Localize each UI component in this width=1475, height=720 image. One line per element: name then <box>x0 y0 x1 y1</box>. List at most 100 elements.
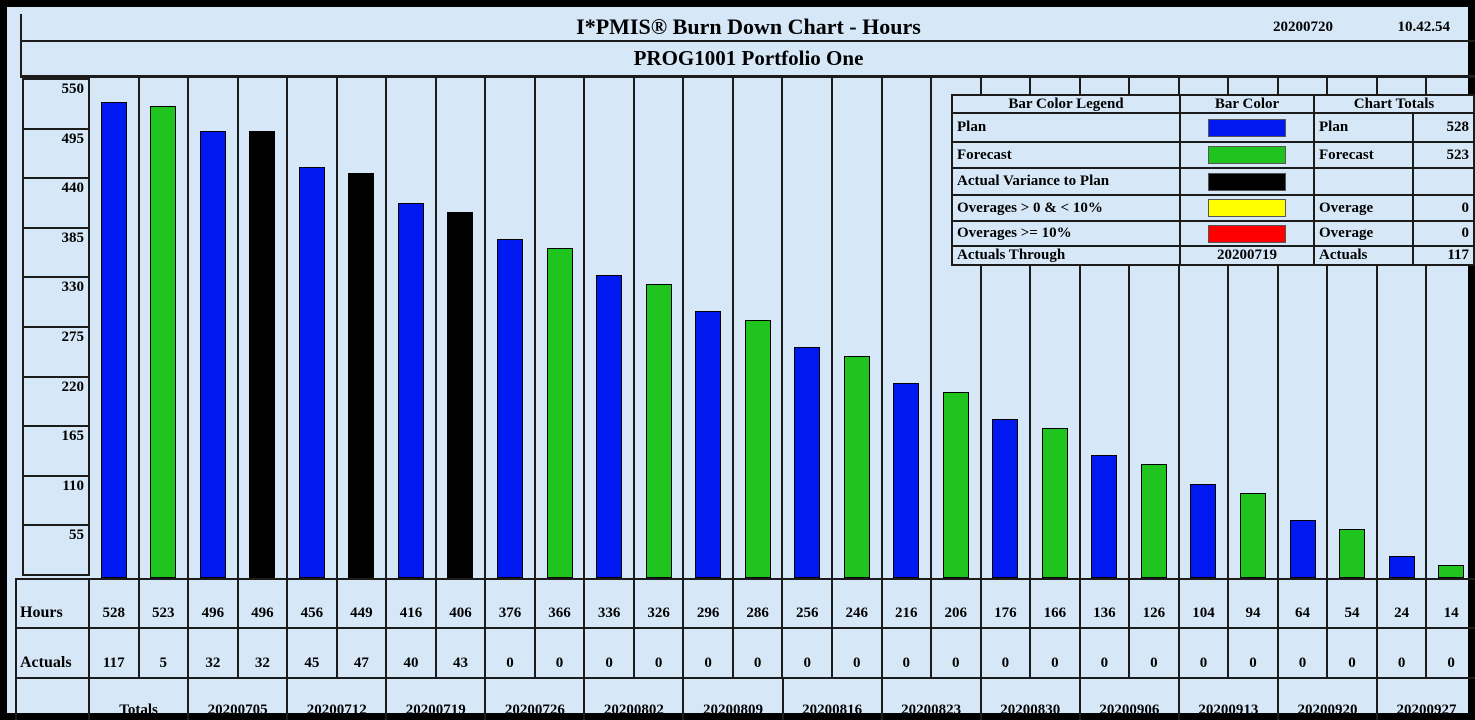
title-bar: I*PMIS® Burn Down Chart - Hours 20200720… <box>20 14 1475 42</box>
legend-label-cell: Actuals Through <box>953 247 1179 264</box>
hours-cell: 104 <box>1180 580 1230 627</box>
hours-cell: 336 <box>585 580 635 627</box>
plot-column <box>1378 78 1428 578</box>
actuals-row: Actuals 117 5 32 32 45 47 40 43 0 0 0 0 0 0 0 0 0 0 0 0 0 0 0 0… <box>15 629 1475 679</box>
date-group-cell: 20200927 <box>1396 702 1457 718</box>
legend-bar-color-cell <box>1181 143 1313 167</box>
legend-bar-color-cell <box>1181 114 1313 141</box>
legend-table: Bar Color Legend Bar Color Chart Totals … <box>951 94 1475 266</box>
legend-total-label-cell: Overage <box>1315 196 1412 220</box>
hours-cell: 416 <box>387 580 437 627</box>
y-tick-label: 440 <box>24 179 88 227</box>
plot-column <box>734 78 784 578</box>
y-tick-label: 220 <box>24 377 88 426</box>
plot-column <box>635 78 685 578</box>
legend-actuals-through-date: 20200719 <box>1181 247 1313 264</box>
actuals-cell: 45 <box>288 629 338 677</box>
legend-header-bar-color: Bar Color <box>1181 96 1313 112</box>
plot-column <box>1328 78 1378 578</box>
date-group-cell: 20200823 <box>883 679 982 720</box>
legend-swatch-plan <box>1208 118 1286 137</box>
date-group-cell: 20200719 <box>387 679 487 720</box>
date-group-cell: 20200726 <box>486 679 586 720</box>
bar-plan <box>100 102 127 578</box>
legend-header-bar-color-legend: Bar Color Legend <box>953 96 1179 112</box>
actuals-cell: 0 <box>536 629 586 677</box>
plot-column <box>1279 78 1329 578</box>
report-date: 20200720 <box>1273 19 1333 35</box>
dates-row-label-spacer <box>17 679 90 720</box>
hours-cell: 366 <box>536 580 586 627</box>
actuals-cell: 32 <box>239 629 289 677</box>
y-tick-label: 110 <box>24 476 88 525</box>
plot-column <box>90 78 140 578</box>
bar-plan <box>1289 520 1316 578</box>
actuals-cell: 0 <box>1130 629 1180 677</box>
plot-column <box>833 78 883 578</box>
bar-plan <box>596 275 623 578</box>
actuals-cell: 32 <box>189 629 239 677</box>
bar-plan <box>992 419 1019 578</box>
plot-column <box>883 78 933 578</box>
actuals-cell: 0 <box>982 629 1032 677</box>
date-group-cell: 20200802 <box>585 679 685 720</box>
bar-variance <box>348 173 375 578</box>
hours-cell: 449 <box>338 580 388 627</box>
bar-plan <box>893 383 920 578</box>
bar-variance <box>249 131 276 578</box>
plot-column <box>783 78 833 578</box>
legend-label-cell: Plan <box>953 114 1179 141</box>
actuals-cell: 43 <box>437 629 487 677</box>
actuals-cell: 0 <box>932 629 982 677</box>
plot-column <box>1229 78 1279 578</box>
hours-cell: 54 <box>1328 580 1378 627</box>
y-tick-label: 55 <box>24 526 88 574</box>
hours-cell: 176 <box>982 580 1032 627</box>
bar-plan <box>298 167 325 578</box>
bar-plan <box>497 239 524 578</box>
legend-swatch-overage_gte10 <box>1208 224 1286 243</box>
bar-plan <box>794 347 821 578</box>
legend-label-cell: Overages > 0 & < 10% <box>953 196 1179 220</box>
plot-column <box>338 78 388 578</box>
plot-column <box>1130 78 1180 578</box>
legend-total-value-cell: 528 <box>1414 114 1473 141</box>
plot-column <box>1180 78 1230 578</box>
actuals-cell: 0 <box>486 629 536 677</box>
hours-cell: 296 <box>684 580 734 627</box>
plot-column <box>239 78 289 578</box>
legend-bar-color-cell <box>1181 169 1313 194</box>
actuals-cell: 0 <box>1279 629 1329 677</box>
bar-forecast <box>150 106 177 578</box>
bar-forecast <box>645 284 672 578</box>
legend-label-cell: Actual Variance to Plan <box>953 169 1179 194</box>
plot-column <box>140 78 190 578</box>
plot-column <box>536 78 586 578</box>
y-tick-label: 330 <box>24 278 88 326</box>
y-tick-label: 275 <box>24 327 88 376</box>
legend-total-label-cell: Overage <box>1315 222 1412 245</box>
plot-column <box>932 78 982 578</box>
date-group-cell: 20200816 <box>784 679 883 720</box>
subtitle-bar: PROG1001 Portfolio One <box>20 42 1475 78</box>
bar-variance <box>447 212 474 578</box>
hours-cell: 456 <box>288 580 338 627</box>
plot-column <box>684 78 734 578</box>
bar-plan <box>1388 556 1415 578</box>
actuals-cell: 0 <box>585 629 635 677</box>
legend-swatch-overage_lt10 <box>1208 199 1286 217</box>
plot-column <box>189 78 239 578</box>
bar-plan <box>695 311 722 578</box>
hours-cell: 376 <box>486 580 536 627</box>
hours-cell: 216 <box>883 580 933 627</box>
date-group-cell: 20200705 <box>189 679 289 720</box>
actuals-cell: 0 <box>883 629 933 677</box>
bar-plan <box>397 203 424 578</box>
date-group-cell: 20200809 <box>684 679 784 720</box>
legend-bar-color-cell <box>1181 196 1313 220</box>
hours-cell: 523 <box>140 580 190 627</box>
plot-column <box>437 78 487 578</box>
hours-cell: 286 <box>734 580 784 627</box>
y-tick-label: 385 <box>24 228 88 277</box>
